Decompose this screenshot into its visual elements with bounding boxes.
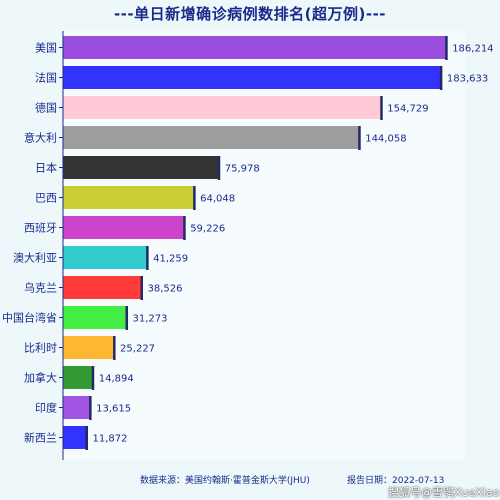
chart-title: ---单日新增确诊病例数排名(超万例)---: [113, 5, 387, 23]
report-date: 报告日期：2022-07-13: [347, 476, 445, 486]
value-label: 14,894: [99, 374, 134, 385]
value-label: 59,226: [190, 224, 225, 235]
category-label: 澳大利亚: [13, 251, 57, 265]
bar: [63, 246, 149, 269]
bar-end-cap: [89, 396, 92, 420]
category-label: 中国台湾省: [2, 311, 57, 325]
category-label: 巴西: [35, 192, 57, 205]
bar: [63, 366, 94, 389]
value-label: 25,227: [120, 344, 155, 355]
value-label: 13,615: [96, 404, 131, 415]
bar: [63, 156, 220, 179]
data-source-note: 数据来源：美国约翰斯·霍普金斯大学(JHU): [140, 476, 310, 486]
bar-end-cap: [91, 366, 95, 390]
value-label: 154,729: [387, 104, 428, 115]
bar-end-cap: [445, 36, 448, 60]
category-label: 法国: [35, 71, 57, 85]
value-label: 75,978: [225, 164, 260, 175]
bar: [63, 336, 116, 359]
category-label: 日本: [35, 161, 57, 175]
bar: [63, 306, 128, 329]
category-label: 西班牙: [24, 222, 57, 235]
bar-end-cap: [125, 306, 129, 330]
category-label: 德国: [35, 101, 57, 115]
bar-end-cap: [217, 156, 221, 180]
bar-end-cap: [193, 186, 196, 210]
value-label: 183,633: [447, 74, 488, 85]
bar-end-cap: [183, 216, 186, 240]
category-label: 加拿大: [24, 371, 57, 385]
value-label: 144,058: [365, 134, 406, 145]
bar: [63, 126, 361, 149]
category-label: 比利时: [24, 342, 57, 355]
value-label: 31,273: [133, 314, 168, 325]
bar-end-cap: [85, 426, 88, 450]
bar-end-cap: [113, 336, 116, 360]
value-label: 38,526: [147, 284, 182, 295]
value-label: 41,259: [153, 254, 188, 265]
bar: [63, 66, 442, 89]
category-label: 新西兰: [24, 431, 57, 445]
bar: [63, 426, 88, 449]
bar: [63, 36, 448, 59]
category-label: 意大利: [24, 131, 57, 145]
category-label: 乌克兰: [24, 281, 57, 295]
bar-end-cap: [380, 96, 383, 120]
value-label: 11,872: [92, 434, 127, 445]
bar-end-cap: [439, 66, 443, 90]
bar-end-cap: [146, 246, 149, 270]
bar: [63, 276, 143, 299]
plot-area: [63, 31, 465, 460]
bar: [63, 216, 186, 239]
bar-end-cap: [140, 276, 143, 300]
bar: [63, 96, 383, 119]
category-label: 印度: [35, 401, 57, 415]
category-label: 美国: [35, 42, 57, 55]
bar-end-cap: [358, 126, 361, 150]
bar: [63, 186, 196, 209]
bar: [63, 396, 92, 419]
watermark: 搜狐号@雪鸮XueXiao: [388, 486, 500, 499]
value-label: 186,214: [452, 44, 493, 55]
value-label: 64,048: [200, 194, 235, 205]
